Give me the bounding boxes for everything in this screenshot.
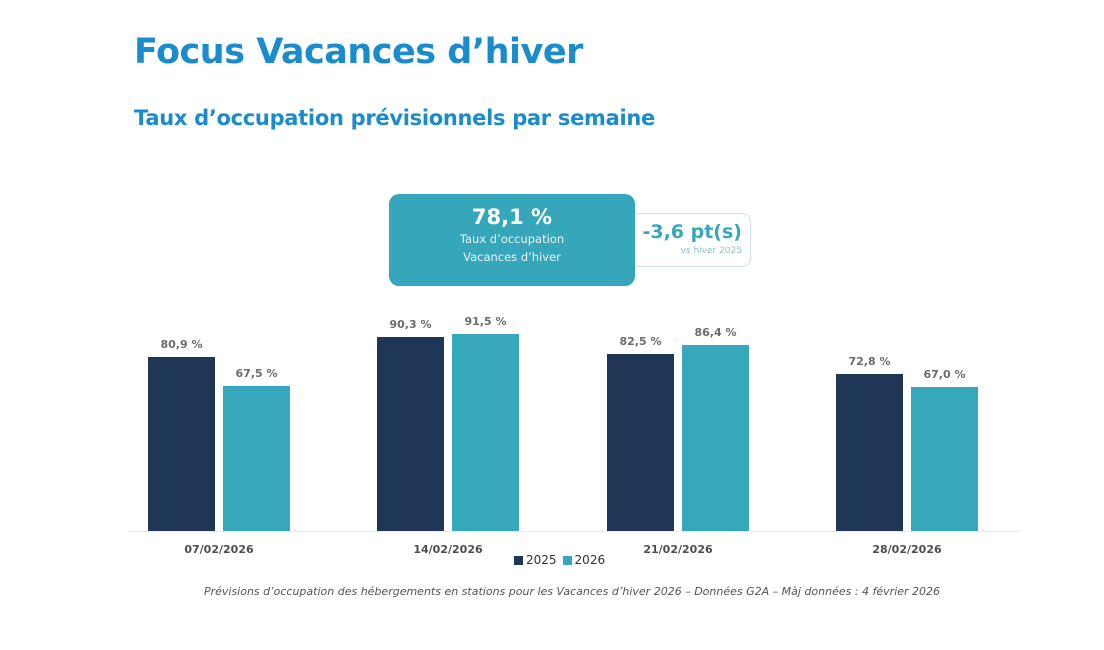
legend-label-2026: 2026 <box>574 553 606 567</box>
chart-legend: 2025 2026 <box>514 553 611 567</box>
bar-2025-2 <box>377 337 444 531</box>
legend-swatch-2026 <box>562 555 572 565</box>
bar-2026-4 <box>911 387 978 531</box>
legend-item-2026: 2026 <box>562 553 606 567</box>
chart-subtitle: Taux d’occupation prévisionnels par sema… <box>134 106 655 130</box>
kpi-delta-card: -3,6 pt(s) vs hiver 2025 <box>635 213 751 267</box>
kpi-occupancy-value: 78,1 % <box>471 205 553 229</box>
kpi-delta-label: vs hiver 2025 <box>680 246 742 256</box>
bar-value-label: 67,0 % <box>923 368 966 381</box>
bar-value-label: 80,9 % <box>160 338 203 351</box>
x-axis-category-label: 14/02/2026 <box>413 543 483 556</box>
bar-2025-4 <box>836 374 903 531</box>
kpi-occupancy-label-1: Taux d’occupation <box>459 232 565 246</box>
kpi-occupancy-card: 78,1 % Taux d’occupation Vacances d’hive… <box>389 194 635 286</box>
legend-label-2025: 2025 <box>526 553 557 567</box>
bar-2025-3 <box>607 354 674 531</box>
bar-value-label: 82,5 % <box>619 335 662 348</box>
x-axis-category-label: 28/02/2026 <box>872 543 942 556</box>
bar-value-label: 86,4 % <box>694 326 737 339</box>
bar-value-label: 91,5 % <box>464 315 507 328</box>
bar-value-label: 67,5 % <box>235 367 278 380</box>
legend-item-2025: 2025 <box>514 553 557 567</box>
bar-2025-1 <box>148 357 215 531</box>
x-axis-category-label: 07/02/2026 <box>184 543 254 556</box>
legend-swatch-2025 <box>514 555 523 565</box>
kpi-occupancy-label-2: Vacances d’hiver <box>463 250 561 264</box>
kpi-delta-value: -3,6 pt(s) <box>642 221 742 243</box>
bar-value-label: 90,3 % <box>389 318 432 331</box>
bar-2026-2 <box>452 334 519 531</box>
bar-2026-3 <box>682 345 749 531</box>
x-axis-baseline <box>128 531 1020 532</box>
x-axis-category-label: 21/02/2026 <box>643 543 713 556</box>
bar-2026-1 <box>223 386 290 531</box>
page-title: Focus Vacances d’hiver <box>134 32 583 72</box>
chart-footnote: Prévisions d’occupation des hébergements… <box>203 585 941 598</box>
bar-value-label: 72,8 % <box>848 355 891 368</box>
